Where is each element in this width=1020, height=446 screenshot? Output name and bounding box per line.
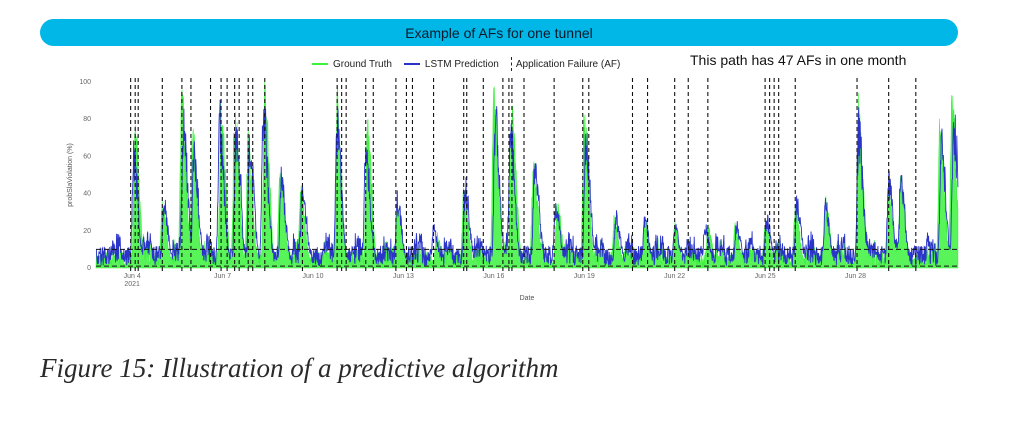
- line-chart: 0 20 40 60 80 100 probSlaViolation (%) Jun 4202…: [67, 78, 959, 302]
- legend-lstm-label: LSTM Prediction: [424, 58, 499, 70]
- series-ground-truth-area: [95, 81, 959, 269]
- figure-caption: Figure 15: Illustration of a predictive …: [40, 353, 559, 383]
- legend-af-label: Application Failure (AF): [515, 58, 621, 70]
- green-line-swatch-icon: [312, 63, 328, 65]
- title-banner: Example of AFs for one tunnel: [40, 19, 958, 46]
- x-tick-label: Jun 28: [845, 273, 866, 280]
- y-tick-label: 20: [83, 228, 91, 235]
- y-tick-label: 100: [79, 79, 91, 86]
- af-count-note: This path has 47 AFs in one month: [690, 52, 907, 68]
- x-tick-label: Jun 13: [393, 273, 414, 280]
- legend: Ground Truth LSTM Prediction Application…: [312, 57, 632, 71]
- legend-lstm[interactable]: LSTM Prediction: [403, 58, 499, 70]
- legend-ground-truth[interactable]: Ground Truth: [312, 59, 392, 70]
- y-tick-label: 40: [83, 191, 91, 198]
- y-tick-label: 0: [87, 265, 91, 272]
- y-tick-label: 80: [83, 116, 91, 123]
- x-tick-label: Jun 19: [574, 273, 595, 280]
- dashed-line-swatch-icon: [510, 57, 512, 71]
- y-axis-label: probSlaViolation (%): [67, 143, 74, 207]
- x-tick-label: Jun 10: [302, 273, 323, 280]
- y-tick-label: 60: [83, 153, 91, 160]
- x-tick-label: Jun 22: [664, 273, 685, 280]
- x-tick-sublabel: 2021: [124, 281, 140, 288]
- legend-ground-truth-label: Ground Truth: [333, 58, 392, 70]
- legend-af[interactable]: Application Failure (AF): [510, 57, 621, 71]
- x-tick-label: Jun 25: [755, 273, 776, 280]
- blue-line-swatch-icon: [403, 63, 420, 65]
- x-tick-label: Jun 16: [483, 273, 504, 280]
- x-axis-label: Date: [520, 295, 535, 302]
- banner-title: Example of AFs for one tunnel: [405, 24, 593, 41]
- x-tick-label: Jun 7: [214, 273, 231, 280]
- x-tick-label: Jun 4: [124, 273, 141, 280]
